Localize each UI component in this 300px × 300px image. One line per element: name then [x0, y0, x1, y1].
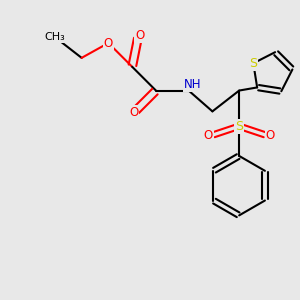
Text: O: O: [104, 37, 113, 50]
Text: O: O: [129, 106, 138, 119]
Text: O: O: [203, 129, 213, 142]
Text: CH₃: CH₃: [44, 32, 65, 42]
Text: O: O: [135, 29, 144, 42]
Text: O: O: [266, 129, 275, 142]
Text: S: S: [235, 120, 243, 133]
Text: S: S: [249, 57, 257, 70]
Text: NH: NH: [184, 78, 202, 91]
